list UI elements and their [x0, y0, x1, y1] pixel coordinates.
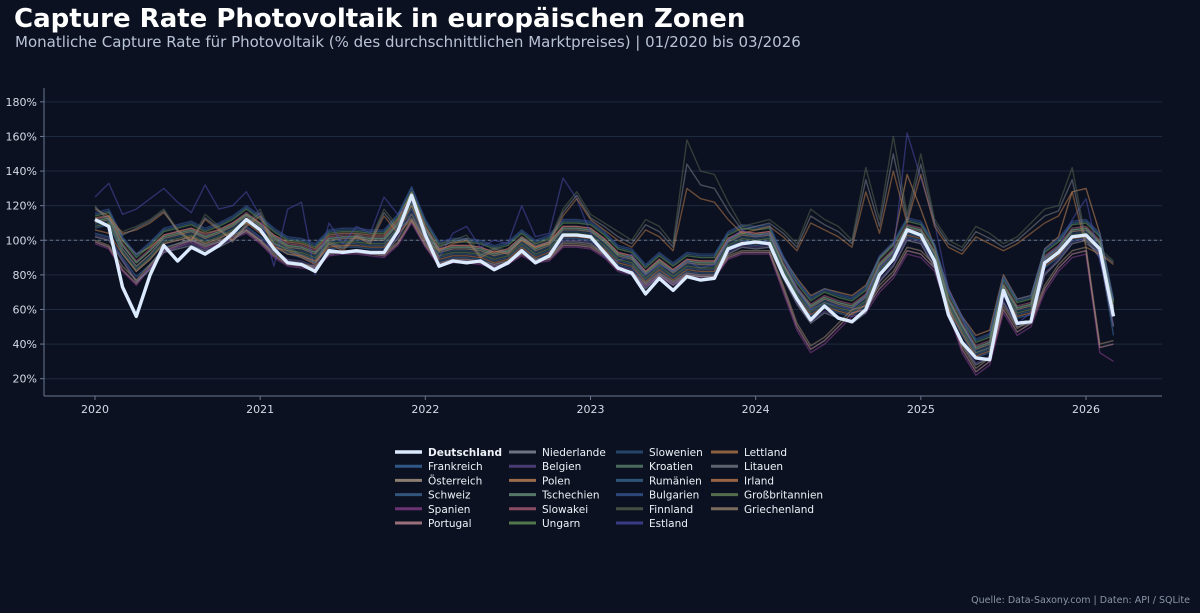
x-tick-label: 2026	[1072, 403, 1100, 416]
legend-label: Großbritannien	[744, 490, 823, 502]
y-tick-label: 120%	[6, 200, 37, 213]
y-tick-label: 180%	[6, 96, 37, 109]
legend-label: Tschechien	[541, 490, 600, 502]
legend-label: Schweiz	[428, 490, 471, 502]
legend-label: Ungarn	[542, 518, 580, 530]
legend-label: Kroatien	[649, 461, 693, 473]
legend-label: Bulgarien	[649, 490, 699, 502]
legend-label: Griechenland	[744, 504, 814, 516]
legend-label: Spanien	[428, 504, 470, 516]
y-tick-label: 100%	[6, 234, 37, 247]
legend-label: Litauen	[744, 461, 783, 473]
y-tick-label: 20%	[13, 373, 37, 386]
series-line-finnland	[94, 135, 1114, 262]
y-tick-label: 140%	[6, 165, 37, 178]
legend-label: Portugal	[428, 518, 472, 530]
axes: 20% 40% 60% 80% 100% 120% 140% 160% 180% 2020 2021…	[6, 88, 1162, 416]
legend-label: Polen	[542, 475, 570, 487]
x-tick-label: 2025	[907, 403, 935, 416]
chart-title: Capture Rate Photovoltaik in europäische…	[14, 4, 746, 34]
legend-label: Niederlande	[542, 447, 606, 459]
series-line-deutschland	[94, 193, 1116, 362]
series-line-litauen	[94, 153, 1114, 264]
legend-label: Rumänien	[649, 475, 702, 487]
x-tick-label: 2023	[577, 403, 605, 416]
x-tick-label: 2020	[81, 403, 109, 416]
legend-label: Slowakei	[542, 504, 588, 516]
y-tick-label: 60%	[13, 303, 37, 316]
legend-label: Estland	[649, 518, 688, 530]
legend-label: Irland	[744, 475, 774, 487]
series-lines	[94, 132, 1116, 376]
y-tick-label: 40%	[13, 338, 37, 351]
legend-label: Österreich	[428, 474, 482, 487]
legend-label: Finnland	[649, 504, 693, 516]
legend-label: Slowenien	[649, 447, 703, 459]
x-tick-label: 2022	[411, 403, 439, 416]
x-tick-label: 2021	[246, 403, 274, 416]
legend-label: Lettland	[744, 447, 787, 459]
y-tick-label: 160%	[6, 130, 37, 143]
legend-label: Belgien	[542, 461, 581, 473]
series-line-estland	[94, 132, 1115, 354]
series-line-lettland	[94, 170, 1114, 266]
legend-label: Deutschland	[428, 447, 502, 459]
x-tick-label: 2024	[742, 403, 770, 416]
source-note: Quelle: Data-Saxony.com | Daten: API / S…	[971, 595, 1190, 606]
series-line-kroatien	[94, 196, 1115, 349]
y-tick-label: 80%	[13, 269, 37, 282]
legend-label: Frankreich	[428, 461, 483, 473]
chart-subtitle: Monatliche Capture Rate für Photovoltaik…	[15, 33, 801, 51]
